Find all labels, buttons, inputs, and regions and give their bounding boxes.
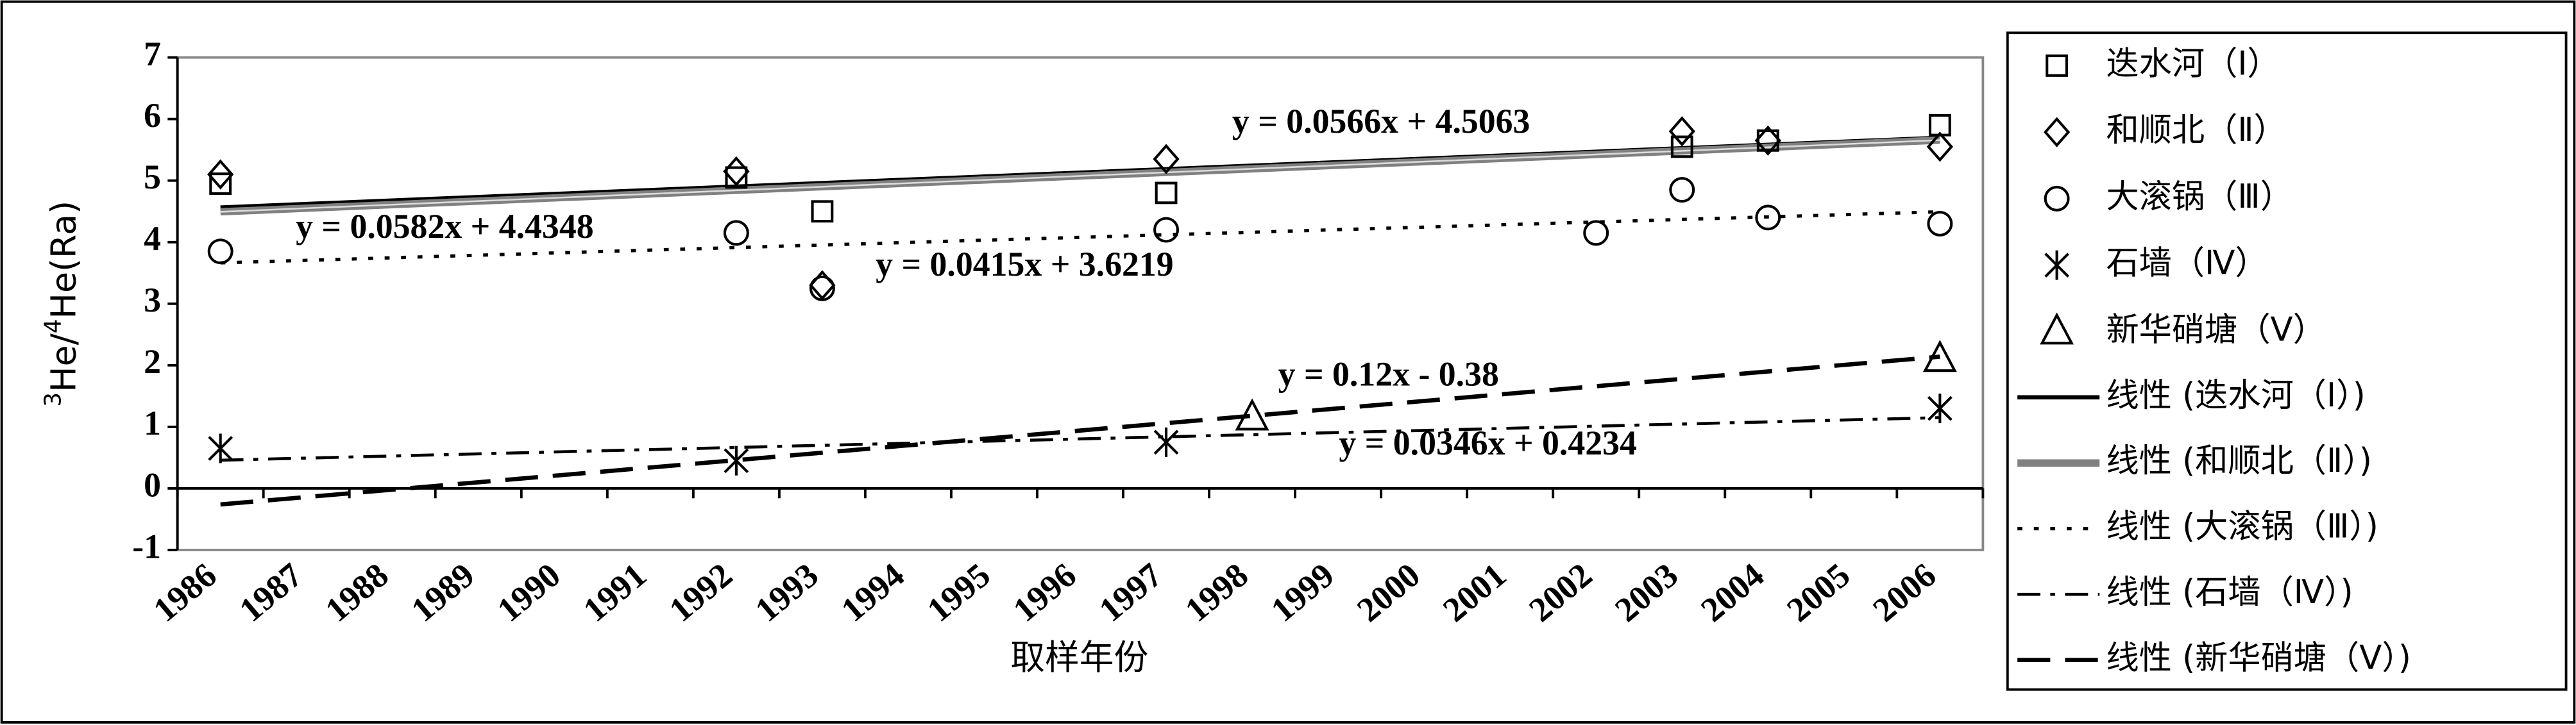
y-axis-title-part: He(Ra) — [43, 201, 83, 319]
x-axis-title: 取样年份 — [1010, 637, 1148, 678]
marker-square — [725, 166, 748, 189]
trendline — [220, 354, 1940, 507]
marker-circle — [207, 238, 233, 265]
marker-diamond — [1153, 144, 1180, 174]
marker-circle — [1583, 220, 1609, 246]
marker-triangle — [1922, 340, 1957, 372]
marker-square — [2046, 54, 2069, 77]
marker-square — [811, 200, 834, 223]
legend-label: 大滚锅（Ⅲ） — [2106, 178, 2292, 216]
marker-square — [1670, 135, 1693, 158]
marker-circle — [809, 275, 835, 301]
marker-asterisk — [1927, 394, 1953, 424]
legend-label: 新华硝塘（Ⅴ） — [2106, 310, 2325, 349]
legend-box — [2006, 31, 2568, 691]
y-axis-title-part: 4 — [40, 319, 67, 333]
y-axis-title: 3He/4He(Ra) — [40, 201, 84, 407]
trendline-equation: y = 0.0566x + 4.5063 — [1232, 102, 1530, 140]
y-tick-label: 4 — [144, 219, 161, 258]
y-tick-label: 6 — [144, 96, 161, 135]
y-axis-title-part: 3 — [40, 392, 67, 407]
marker-circle — [2044, 185, 2070, 212]
marker-circle — [723, 220, 749, 246]
y-tick-label: -1 — [132, 527, 161, 565]
marker-diamond — [1754, 125, 1781, 156]
marker-asterisk — [724, 446, 749, 476]
trendline-equation: y = 0.0346x + 0.4234 — [1339, 424, 1637, 462]
legend-label: 线性 (石墙（Ⅳ）) — [2106, 573, 2353, 612]
trendline-equation: y = 0.0582x + 4.4348 — [296, 207, 594, 246]
trendline — [220, 416, 1940, 462]
trendline-equation: y = 0.0415x + 3.6219 — [876, 245, 1174, 283]
trendline — [220, 210, 1940, 265]
trendline-equation: y = 0.12x - 0.38 — [1278, 354, 1499, 393]
y-tick-label: 7 — [144, 35, 161, 73]
y-tick-label: 3 — [144, 281, 161, 319]
y-tick-label: 0 — [144, 465, 161, 504]
legend-label: 线性 (大滚锅（Ⅲ）) — [2106, 508, 2378, 546]
legend-label: 线性 (和顺北（Ⅱ）) — [2106, 442, 2371, 480]
marker-triangle — [2040, 312, 2074, 345]
marker-square — [209, 172, 232, 195]
marker-asterisk — [2044, 250, 2069, 280]
y-tick-label: 1 — [144, 404, 161, 442]
marker-circle — [1755, 204, 1781, 231]
legend-label: 线性 (迭水河（Ⅰ）) — [2106, 376, 2365, 415]
marker-circle — [1153, 217, 1180, 243]
marker-diamond — [207, 159, 234, 190]
marker-diamond — [1926, 131, 1953, 162]
marker-diamond — [2043, 117, 2071, 147]
legend-label: 迭水河（Ⅰ） — [2106, 44, 2280, 83]
legend-label: 线性 (新华硝塘（Ⅴ）) — [2106, 639, 2411, 678]
y-axis-title-part: He/ — [43, 333, 83, 392]
marker-asterisk — [208, 433, 233, 463]
marker-circle — [1669, 177, 1695, 203]
y-tick-label: 5 — [144, 158, 161, 196]
marker-square — [1155, 181, 1178, 204]
marker-diamond — [723, 156, 750, 187]
y-tick-label: 2 — [144, 342, 161, 381]
legend-label: 和顺北（Ⅱ） — [2106, 111, 2286, 149]
marker-diamond — [1668, 116, 1695, 147]
marker-circle — [1927, 210, 1953, 237]
trendline-core — [220, 139, 1940, 213]
marker-triangle — [1235, 398, 1269, 431]
legend-label: 石墙（Ⅳ） — [2106, 244, 2267, 283]
marker-asterisk — [1153, 427, 1179, 457]
